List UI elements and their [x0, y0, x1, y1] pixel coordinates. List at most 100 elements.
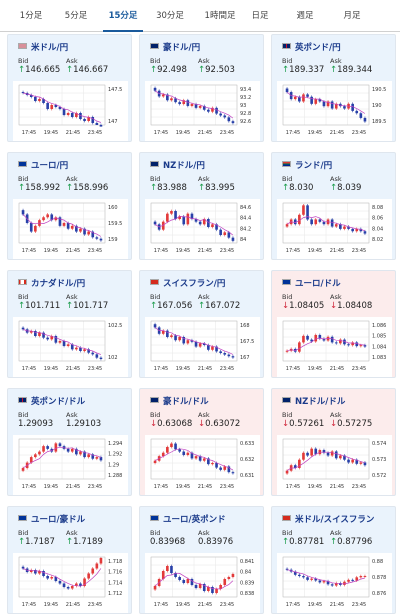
candle [58, 341, 62, 343]
tab-2[interactable]: 15分足 [103, 0, 143, 32]
pair-name[interactable]: ユーロ/ドル [295, 279, 341, 289]
pair-name[interactable]: カナダドル/円 [31, 279, 86, 289]
bid-value: ↓0.57261 [282, 419, 324, 429]
pair-title[interactable]: カナダドル/円 [18, 277, 85, 289]
candle [202, 343, 206, 345]
candle [166, 330, 169, 337]
rate-card-eur-gbp[interactable]: ユーロ/英ポンド Bid Ask 0.83968 0.83976 0.841 0.84 0.8… [139, 506, 264, 614]
pair-title[interactable]: ユーロ/円 [18, 159, 68, 171]
bid-label: Bid [282, 411, 293, 419]
candle [343, 339, 346, 345]
candle [223, 353, 227, 355]
x-tick-label: 19:45 [44, 366, 58, 372]
pair-title[interactable]: 米ドル/円 [18, 41, 68, 53]
rate-card-gbp-jpy[interactable]: 英ポンド/円 Bid Ask ↑189.337 ↑189.344 190.5 190 189.… [271, 34, 396, 142]
tab-7[interactable]: 月足 [343, 11, 361, 21]
candle [66, 113, 70, 115]
candle-chart[interactable]: 0.574 0.573 0.572 17:45 19:45 21:45 23:45 [277, 435, 392, 495]
x-tick-label: 21:45 [198, 602, 212, 608]
rate-card-cad-jpy[interactable]: カナダドル/円 Bid Ask ↑101.711 ↑101.717 102.5 102 17:… [7, 270, 132, 378]
pair-name[interactable]: 英ポンド/ドル [31, 397, 86, 407]
tab-6[interactable]: 週足 [296, 11, 314, 21]
pair-name[interactable]: 英ポンド/円 [295, 43, 341, 53]
x-tick-label: 23:45 [88, 130, 102, 136]
pair-title[interactable]: ランド/円 [282, 159, 332, 171]
candle-chart[interactable]: 147.5 147 17:45 19:45 21:45 23:45 [13, 81, 128, 141]
candle-chart[interactable]: 168 167.5 167 17:45 19:45 21:45 23:45 [145, 317, 260, 377]
x-tick-label: 23:45 [220, 484, 234, 490]
candle-chart[interactable]: 160 159.5 159 17:45 19:45 21:45 23:45 [13, 199, 128, 259]
pair-name[interactable]: NZドル/ドル [295, 397, 346, 407]
candle [227, 466, 231, 473]
candle [174, 573, 177, 577]
pair-name[interactable]: 豪ドル/円 [163, 43, 201, 53]
candle-chart[interactable]: 102.5 102 17:45 19:45 21:45 23:45 [13, 317, 128, 377]
candle [198, 105, 202, 108]
candle [330, 584, 334, 586]
y-tick-label: 0.631 [240, 473, 254, 479]
rate-card-usd-jpy[interactable]: 米ドル/円 Bid Ask ↑146.665 ↑146.667 147.5 147 17:45… [7, 34, 132, 142]
x-tick-label: 17:45 [22, 248, 36, 254]
tab-4[interactable]: 1時間足 [204, 11, 236, 21]
pair-title[interactable]: ユーロ/ドル [282, 277, 341, 289]
candle-chart[interactable]: 0.633 0.632 0.631 17:45 19:45 21:45 23:45 [145, 435, 260, 495]
candle-chart[interactable]: 8.08 8.06 8.04 8.02 17:45 19:45 21:45 23:45 [277, 199, 392, 259]
pair-name[interactable]: 米ドル/円 [31, 43, 69, 53]
pair-title[interactable]: ユーロ/英ポンド [150, 513, 226, 525]
pair-title[interactable]: NZドル/ドル [282, 395, 345, 407]
pair-title[interactable]: NZドル/円 [150, 159, 205, 171]
pair-name[interactable]: ランド/円 [295, 161, 333, 171]
pair-title[interactable]: 英ポンド/ドル [18, 395, 85, 407]
rate-card-eur-usd[interactable]: ユーロ/ドル Bid Ask ↓1.08405 ↓1.08408 1.086 1.085 1.… [271, 270, 396, 378]
tab-5[interactable]: 日足 [251, 11, 269, 21]
candle [190, 104, 194, 106]
candle-chart[interactable]: 1.294 1.292 1.29 1.288 17:45 19:45 21:45 23:45 [13, 435, 128, 495]
rate-card-nzd-jpy[interactable]: NZドル/円 Bid Ask ↑83.988 ↑83.995 84.6 84.4 84.2 84… [139, 152, 264, 260]
pair-title[interactable]: 英ポンド/円 [282, 41, 341, 53]
arrow-up-icon: ↑ [282, 183, 290, 193]
tab-3[interactable]: 30分足 [156, 11, 184, 21]
pair-title[interactable]: スイスフラン/円 [150, 277, 225, 289]
pair-name[interactable]: 米ドル/スイスフラン [295, 515, 375, 525]
candle [50, 214, 54, 221]
candle-chart[interactable]: 0.841 0.84 0.839 0.838 17:45 19:45 21:45 23:45 [145, 553, 260, 613]
candle [310, 448, 313, 456]
pair-title[interactable]: 豪ドル/ドル [150, 395, 209, 407]
rate-card-gbp-usd[interactable]: 英ポンド/ドル Bid Ask 1.29093 1.29103 1.294 1.292 1.2… [7, 388, 132, 496]
candle-chart[interactable]: 93.4 93.2 93 92.8 92.6 17:45 19:45 21:45 23:45 [145, 81, 260, 141]
pair-title[interactable]: ユーロ/豪ドル [18, 513, 85, 525]
candle-chart[interactable]: 1.718 1.716 1.714 1.712 17:45 19:45 21:45 23:45 [13, 553, 128, 613]
tab-0[interactable]: 1分足 [19, 11, 43, 21]
candle [314, 99, 318, 104]
pair-name[interactable]: ユーロ/円 [31, 161, 69, 171]
pair-name[interactable]: ユーロ/豪ドル [31, 515, 86, 525]
candle [215, 589, 218, 593]
candle [79, 451, 82, 455]
pair-name[interactable]: 豪ドル/ドル [163, 397, 209, 407]
rate-card-usd-chf[interactable]: 米ドル/スイスフラン Bid Ask ↑0.87781 ↑0.87796 0.88 0.87… [271, 506, 396, 614]
candle [29, 95, 33, 97]
candle [306, 452, 309, 456]
candle [79, 113, 82, 119]
bid-label: Bid [18, 293, 29, 301]
rate-card-aud-jpy[interactable]: 豪ドル/円 Bid Ask ↑92.498 ↑92.503 93.4 93.2 93 92.8 9… [139, 34, 264, 142]
ask-label: Ask [66, 175, 78, 183]
pair-title[interactable]: 豪ドル/円 [150, 41, 200, 53]
rate-card-eur-aud[interactable]: ユーロ/豪ドル Bid Ask ↑1.7187 ↑1.7189 1.718 1.716 1.7… [7, 506, 132, 614]
candle-chart[interactable]: 84.6 84.4 84.2 84 17:45 19:45 21:45 23:45 [145, 199, 260, 259]
tab-1[interactable]: 5分足 [64, 11, 88, 21]
rate-card-chf-jpy[interactable]: スイスフラン/円 Bid Ask ↑167.056 ↑167.072 168 167.5 16… [139, 270, 264, 378]
flag-us-icon [18, 43, 27, 49]
rate-card-eur-jpy[interactable]: ユーロ/円 Bid Ask ↑158.992 ↑158.996 160 159.5 159 17… [7, 152, 132, 260]
pair-name[interactable]: ユーロ/英ポンド [163, 515, 226, 525]
pair-name[interactable]: NZドル/円 [163, 161, 205, 171]
pair-title[interactable]: 米ドル/スイスフラン [282, 513, 374, 525]
candle [293, 571, 297, 575]
candle-chart[interactable]: 1.086 1.085 1.084 1.083 17:45 19:45 21:45 23:45 [277, 317, 392, 377]
candle-chart[interactable]: 0.88 0.878 0.876 17:45 19:45 21:45 23:45 [277, 553, 392, 613]
rate-card-nzd-usd[interactable]: NZドル/ドル Bid Ask ↓0.57261 ↓0.57275 0.574 0.573 0… [271, 388, 396, 496]
candle-chart[interactable]: 190.5 190 189.5 17:45 19:45 21:45 23:45 [277, 81, 392, 141]
pair-name[interactable]: スイスフラン/円 [163, 279, 226, 289]
rate-card-aud-usd[interactable]: 豪ドル/ドル Bid Ask ↓0.63068 ↓0.63072 0.633 0.632 0.… [139, 388, 264, 496]
rate-card-zar-jpy[interactable]: ランド/円 Bid Ask ↑8.030 ↑8.039 8.08 8.06 8.04 8.02 1… [271, 152, 396, 260]
